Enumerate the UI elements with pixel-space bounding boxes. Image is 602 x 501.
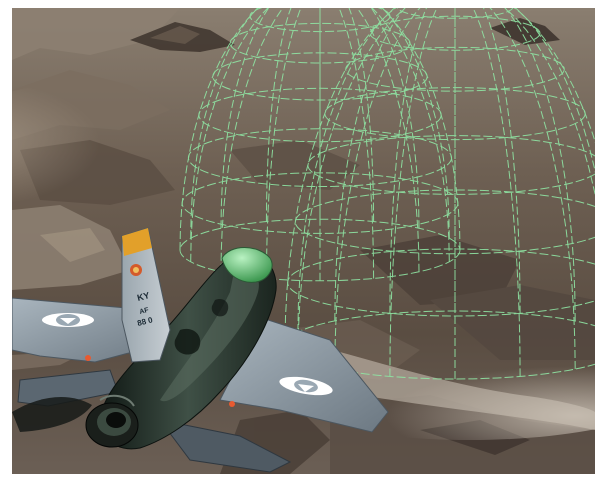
- radar-dome-left: [179, 8, 461, 282]
- right-wing-roundel: [279, 376, 333, 396]
- left-stabilizer: [17, 369, 119, 407]
- tail-stripe: [122, 228, 152, 256]
- right-stabilizer: [158, 419, 292, 473]
- right-warning-light: [229, 401, 235, 407]
- fighter-jet: KY AF 88 0: [12, 227, 389, 473]
- engine-smoke: [12, 396, 92, 432]
- radar-dome-right: [284, 8, 595, 380]
- tail-code: KY: [136, 290, 151, 303]
- haze-patch: [12, 80, 280, 260]
- engine-nozzle: [85, 394, 139, 448]
- tail-serial: 88 0: [136, 315, 154, 328]
- canopy: [221, 247, 273, 283]
- right-wing: [219, 317, 389, 433]
- left-warning-light: [85, 355, 91, 361]
- radar-domes: [179, 8, 595, 380]
- tail-af-label: AF: [139, 307, 150, 316]
- left-wing-roundel: [42, 313, 94, 327]
